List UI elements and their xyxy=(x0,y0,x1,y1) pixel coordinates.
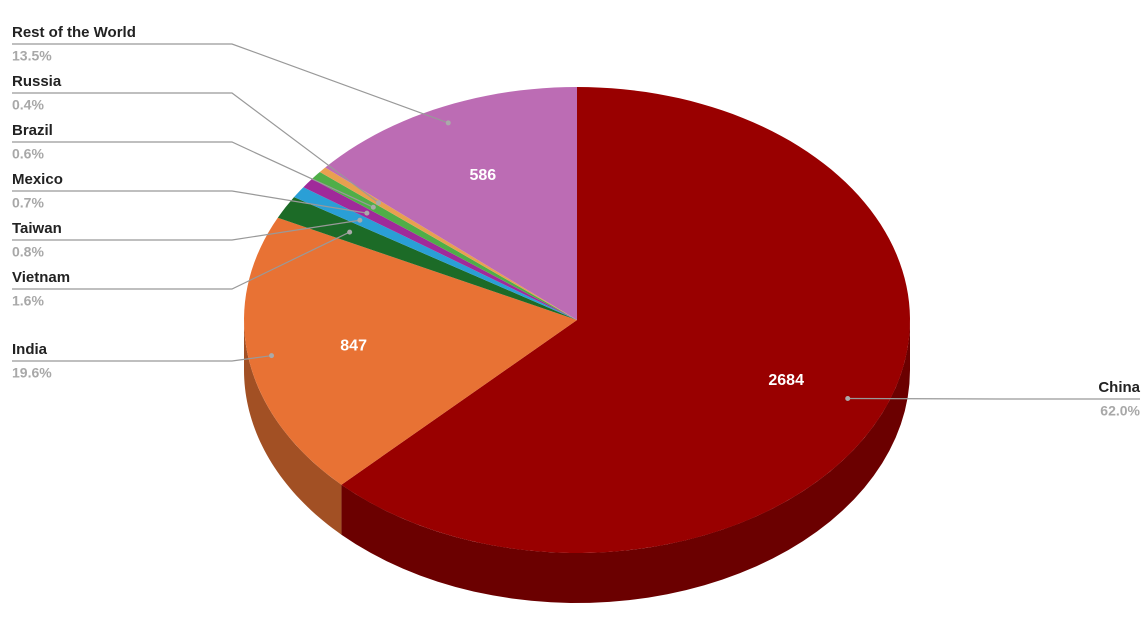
slice-side xyxy=(244,320,342,535)
legend-label: Mexico xyxy=(12,171,63,188)
slice xyxy=(341,87,910,553)
leader-line xyxy=(12,355,272,362)
slice xyxy=(277,197,577,320)
value-label: 586 xyxy=(470,167,497,184)
legend-label: Taiwan xyxy=(12,220,62,237)
legend-label: Rest of the World xyxy=(12,24,136,41)
leader-dot xyxy=(845,396,851,402)
leader-line xyxy=(12,219,360,241)
leader-line xyxy=(12,92,379,204)
percent-label: 1.6% xyxy=(12,293,44,309)
percent-label: 19.6% xyxy=(12,365,52,381)
leader-dot xyxy=(347,229,353,235)
leader-line xyxy=(12,231,350,290)
leader-line xyxy=(12,43,449,124)
percent-label: 13.5% xyxy=(12,48,52,64)
legend-label: Brazil xyxy=(12,122,53,139)
legend-label: Russia xyxy=(12,73,62,90)
value-label: 2684 xyxy=(768,372,804,389)
legend-label: China xyxy=(1098,379,1140,396)
leader-dot xyxy=(364,210,370,216)
percent-label: 0.8% xyxy=(12,244,44,260)
slice-side xyxy=(341,320,910,603)
slice xyxy=(244,217,577,485)
leader-dot xyxy=(357,217,363,223)
value-label: 847 xyxy=(340,337,367,354)
percent-label: 62.0% xyxy=(1100,403,1140,419)
slice xyxy=(311,171,577,320)
leader-dot xyxy=(370,204,376,210)
legend-label: Vietnam xyxy=(12,269,70,286)
leader-dot xyxy=(445,120,451,126)
slice xyxy=(294,187,577,320)
legend-label: India xyxy=(12,341,48,358)
percent-label: 0.4% xyxy=(12,97,44,113)
leader-line xyxy=(12,190,367,214)
leader-line xyxy=(12,141,374,208)
slice xyxy=(303,178,577,320)
percent-label: 0.7% xyxy=(12,195,44,211)
slice xyxy=(319,167,577,320)
percent-label: 0.6% xyxy=(12,146,44,162)
leader-dot xyxy=(375,200,381,206)
leader-dot xyxy=(269,353,275,359)
slice xyxy=(325,87,577,320)
